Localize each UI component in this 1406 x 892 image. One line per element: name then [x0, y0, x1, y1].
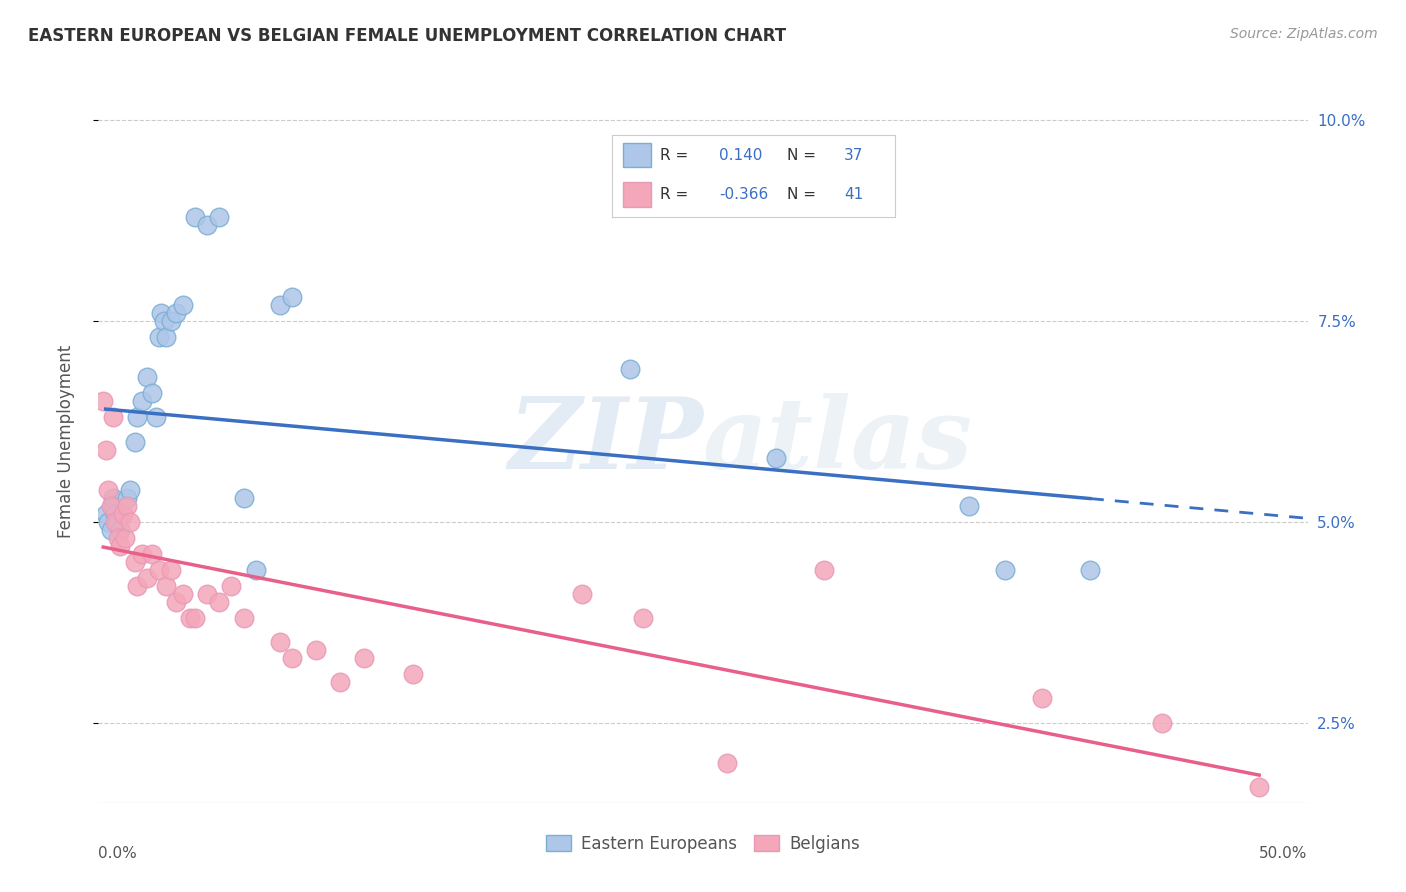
- FancyBboxPatch shape: [623, 182, 651, 207]
- Point: [148, 563, 170, 577]
- Point: [1152, 715, 1174, 730]
- Point: [716, 756, 738, 770]
- Text: EASTERN EUROPEAN VS BELGIAN FEMALE UNEMPLOYMENT CORRELATION CHART: EASTERN EUROPEAN VS BELGIAN FEMALE UNEMP…: [28, 27, 786, 45]
- Point: [114, 531, 136, 545]
- Point: [145, 410, 167, 425]
- Point: [118, 483, 141, 497]
- Point: [104, 515, 127, 529]
- Point: [1031, 691, 1053, 706]
- Point: [155, 330, 177, 344]
- Point: [101, 499, 124, 513]
- Y-axis label: Female Unemployment: Female Unemployment: [56, 345, 75, 538]
- Point: [111, 507, 134, 521]
- Text: 41: 41: [844, 187, 863, 202]
- Point: [994, 563, 1017, 577]
- Point: [131, 394, 153, 409]
- Point: [165, 306, 187, 320]
- Point: [179, 611, 201, 625]
- Point: [148, 330, 170, 344]
- Point: [111, 507, 134, 521]
- Point: [97, 483, 120, 497]
- Text: 50.0%: 50.0%: [1260, 847, 1308, 861]
- Text: Source: ZipAtlas.com: Source: ZipAtlas.com: [1230, 27, 1378, 41]
- FancyBboxPatch shape: [623, 143, 651, 168]
- Text: atlas: atlas: [703, 393, 973, 490]
- Legend: Eastern Europeans, Belgians: Eastern Europeans, Belgians: [540, 828, 866, 860]
- Point: [100, 523, 122, 537]
- Point: [353, 651, 375, 665]
- Point: [101, 491, 124, 505]
- Point: [160, 314, 183, 328]
- Point: [124, 555, 146, 569]
- Text: R =: R =: [659, 148, 693, 163]
- Point: [150, 306, 173, 320]
- Point: [165, 595, 187, 609]
- Point: [195, 218, 218, 232]
- Point: [1078, 563, 1101, 577]
- Point: [131, 547, 153, 561]
- Text: ZIP: ZIP: [508, 393, 703, 490]
- Point: [619, 362, 641, 376]
- Point: [184, 210, 207, 224]
- Point: [813, 563, 835, 577]
- Point: [94, 442, 117, 457]
- Point: [208, 595, 231, 609]
- Point: [208, 210, 231, 224]
- Text: 0.140: 0.140: [720, 148, 762, 163]
- Point: [107, 515, 129, 529]
- Point: [117, 499, 139, 513]
- Point: [957, 499, 980, 513]
- Point: [155, 579, 177, 593]
- Point: [269, 635, 291, 649]
- Point: [94, 507, 117, 521]
- Point: [107, 531, 129, 545]
- Point: [152, 314, 174, 328]
- Point: [184, 611, 207, 625]
- Text: -0.366: -0.366: [720, 187, 769, 202]
- Point: [100, 499, 122, 513]
- Point: [402, 667, 425, 681]
- Point: [269, 298, 291, 312]
- Text: 0.0%: 0.0%: [98, 847, 138, 861]
- Text: N =: N =: [787, 148, 821, 163]
- Point: [305, 643, 328, 657]
- Point: [232, 491, 254, 505]
- Point: [172, 587, 194, 601]
- Point: [631, 611, 654, 625]
- Point: [135, 571, 157, 585]
- Point: [107, 515, 129, 529]
- Point: [195, 587, 218, 601]
- Point: [329, 675, 352, 690]
- Point: [101, 410, 124, 425]
- Point: [124, 434, 146, 449]
- Point: [281, 651, 304, 665]
- Point: [160, 563, 183, 577]
- Point: [1249, 780, 1271, 794]
- Text: 37: 37: [844, 148, 863, 163]
- Point: [97, 515, 120, 529]
- Point: [117, 491, 139, 505]
- Point: [108, 523, 131, 537]
- Point: [108, 539, 131, 553]
- Point: [571, 587, 593, 601]
- Point: [135, 370, 157, 384]
- Point: [141, 386, 163, 401]
- Point: [118, 515, 141, 529]
- Point: [104, 507, 127, 521]
- Point: [127, 410, 149, 425]
- Point: [221, 579, 243, 593]
- Point: [281, 290, 304, 304]
- Point: [172, 298, 194, 312]
- Text: R =: R =: [659, 187, 693, 202]
- Point: [232, 611, 254, 625]
- Point: [141, 547, 163, 561]
- Point: [91, 394, 114, 409]
- Point: [127, 579, 149, 593]
- Text: N =: N =: [787, 187, 821, 202]
- Point: [765, 450, 787, 465]
- Point: [245, 563, 267, 577]
